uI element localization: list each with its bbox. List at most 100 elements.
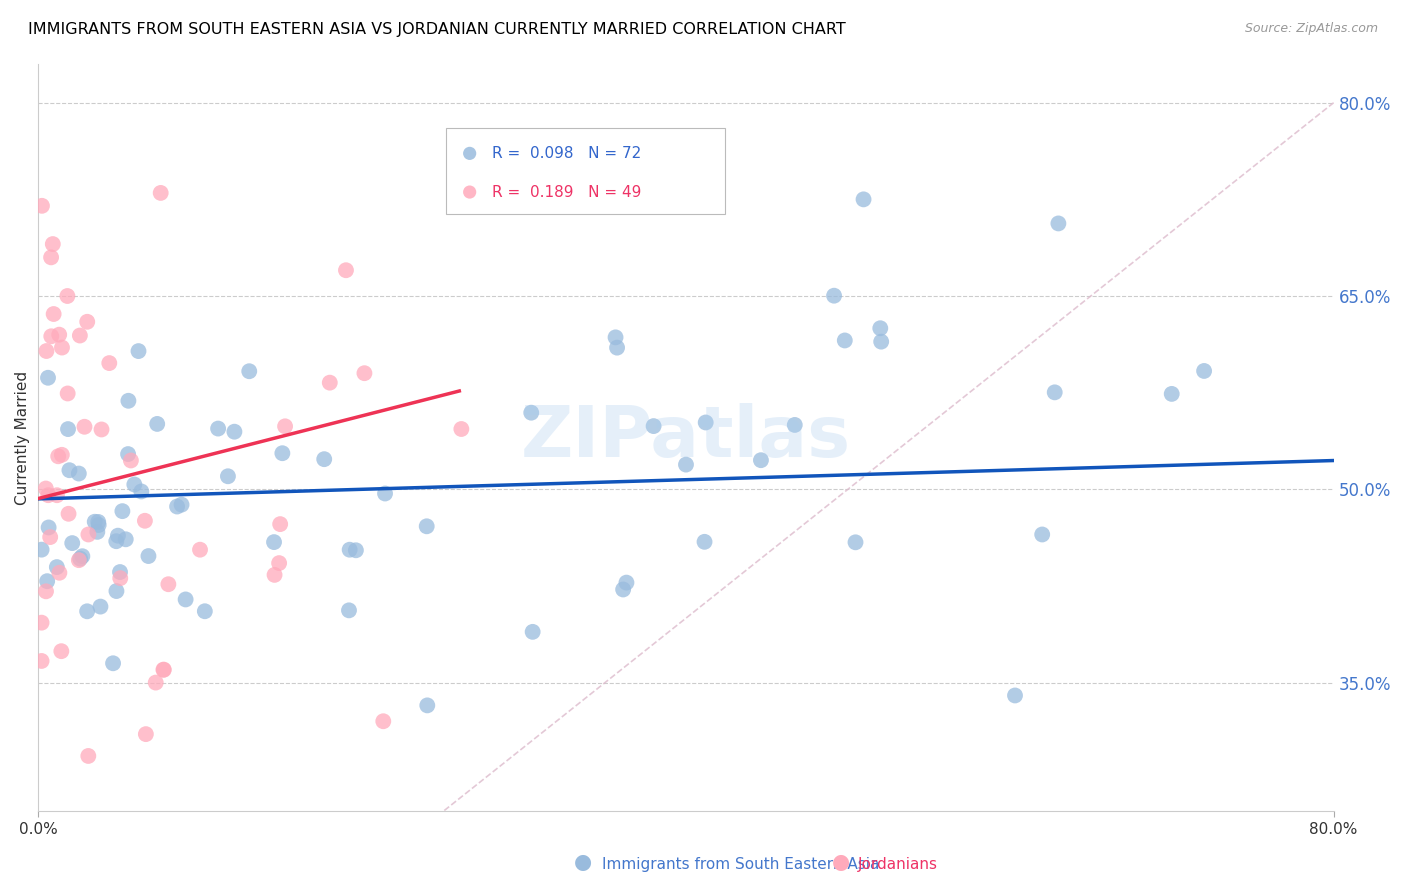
Point [67,467,90,481]
Point [42,307,65,321]
Point [76,315,98,329]
Point [616,575,638,590]
Point [37,574,59,589]
Point [56,386,79,401]
Text: Immigrants from South Eastern Asia: Immigrants from South Eastern Asia [602,857,879,872]
Point [128,344,150,359]
Point [107,529,129,543]
Point [60,536,83,550]
Point [353,366,375,380]
Point [48,566,70,580]
Point [46,450,69,464]
Point [344,543,367,558]
Point [134,514,156,528]
Point [263,567,285,582]
Point [339,542,361,557]
Point [111,504,134,518]
Point [374,486,396,500]
Point [86,524,108,539]
Point [76,604,98,618]
Point [335,263,357,277]
Point [51,644,73,658]
Point [117,447,139,461]
Point [834,334,856,348]
Point [238,364,260,378]
Point [90,422,112,436]
Point [416,698,439,713]
Point [174,592,197,607]
Point [1004,689,1026,703]
Point [124,477,146,491]
Point [117,393,139,408]
Point [612,582,634,597]
Point [606,341,628,355]
Point [146,417,169,431]
Point [105,534,128,549]
Point [35,584,58,599]
Point [69,551,91,566]
Point [38,520,60,534]
Point [319,376,342,390]
Text: ●: ● [832,853,849,872]
Point [37,370,59,384]
Point [149,186,172,200]
Point [87,515,110,529]
Text: Source: ZipAtlas.com: Source: ZipAtlas.com [1244,22,1378,36]
Point [188,542,211,557]
Point [695,416,717,430]
FancyBboxPatch shape [446,128,725,213]
Point [314,452,336,467]
Point [31,654,53,668]
Text: IMMIGRANTS FROM SOUTH EASTERN ASIA VS JORDANIAN CURRENTLY MARRIED CORRELATION CH: IMMIGRANTS FROM SOUTH EASTERN ASIA VS JO… [28,22,846,37]
Point [89,599,111,614]
Text: ●: ● [575,853,592,872]
Point [783,417,806,432]
Y-axis label: Currently Married: Currently Married [15,371,30,505]
Point [373,714,395,729]
Point [450,422,472,436]
Point [39,530,62,544]
Point [101,657,124,671]
Point [217,469,239,483]
Point [152,663,174,677]
Point [45,560,67,574]
Point [35,344,58,359]
Point [1192,364,1215,378]
Point [271,446,294,460]
Point [39,329,62,343]
Point [263,535,285,549]
Point [194,604,217,618]
Point [51,448,73,462]
Point [153,663,176,677]
Point [870,334,893,349]
Point [31,199,53,213]
Point [48,327,70,342]
Point [46,488,69,502]
Point [67,553,90,567]
Point [337,603,360,617]
Point [269,517,291,532]
Point [138,549,160,563]
Point [35,482,58,496]
Point [1031,527,1053,541]
Point [675,458,697,472]
Point [1047,216,1070,230]
Point [87,518,110,533]
Point [145,675,167,690]
Point [114,533,136,547]
Point [1160,387,1182,401]
Text: ZIPatlas: ZIPatlas [522,403,851,472]
Point [274,419,297,434]
Point [58,463,80,477]
Point [844,535,866,549]
Point [157,577,180,591]
Point [522,624,544,639]
Point [166,500,188,514]
Point [224,425,246,439]
Point [823,289,845,303]
Point [852,193,875,207]
Point [39,251,62,265]
Point [83,515,105,529]
Point [58,507,80,521]
Point [42,237,65,252]
